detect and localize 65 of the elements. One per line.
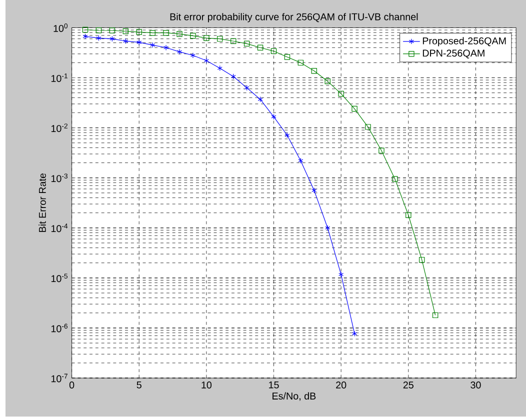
point [406,212,412,218]
point [204,58,209,64]
point [311,68,318,74]
point [109,28,116,34]
point [82,27,88,33]
point [392,176,398,182]
point [324,78,330,84]
point [123,38,128,44]
point [284,54,290,60]
point [122,28,128,34]
y-tick-label: 10$^{0}$ [54,24,68,32]
point [244,85,250,91]
point [312,188,317,194]
point [176,49,182,55]
y-tick-label: 10$^{-6}$ [51,324,68,332]
x-tick-label: 30 [470,382,481,389]
y-tick-label: 10$^{-2}$ [51,124,68,132]
point [258,96,263,102]
point [96,28,102,34]
point [204,35,210,42]
point [150,30,156,36]
point [136,29,142,36]
point [284,132,290,138]
point [257,44,264,51]
point [150,42,156,48]
legend-label: Proposed-256QAM [422,37,506,46]
y-tick-label: 10$^{-5}$ [51,274,68,282]
point [271,114,276,120]
point [298,60,304,66]
point [190,33,196,39]
chart-title: Bit error probability curve for 256QAM of ITU-VB channel [170,13,418,22]
x-axis-title: Es/No, dB [272,392,316,401]
x-tick-label: 0 [69,382,74,389]
point [338,272,344,278]
point [176,31,182,38]
y-tick-label: 10$^{-1}$ [51,74,68,82]
y-axis-title: Bit Error Rate [38,174,46,232]
y-tick-label: 10$^{-7}$ [51,374,68,382]
point [217,66,222,72]
point [270,48,277,54]
point [217,36,223,42]
point [230,38,236,44]
point [163,30,169,36]
point [419,257,425,263]
point [378,148,384,154]
point [298,158,304,164]
y-tick-label: 10$^{-4}$ [51,224,68,232]
point [164,44,169,51]
point [432,312,438,318]
x-tick-label: 10 [202,382,212,389]
point [110,36,115,42]
y-tick-label: 10$^{-3}$ [51,174,68,182]
x-tick-label: 25 [403,382,414,389]
point [365,124,371,130]
x-tick-label: 15 [269,382,279,389]
point [96,35,102,42]
legend-label: DPN-256QAM [422,50,484,59]
x-tick-label: 20 [336,382,346,389]
point [325,225,330,231]
point [338,91,344,97]
point [190,52,196,58]
point [352,106,358,112]
point [136,40,142,46]
x-tick-label: 5 [136,382,142,389]
point [244,40,250,47]
